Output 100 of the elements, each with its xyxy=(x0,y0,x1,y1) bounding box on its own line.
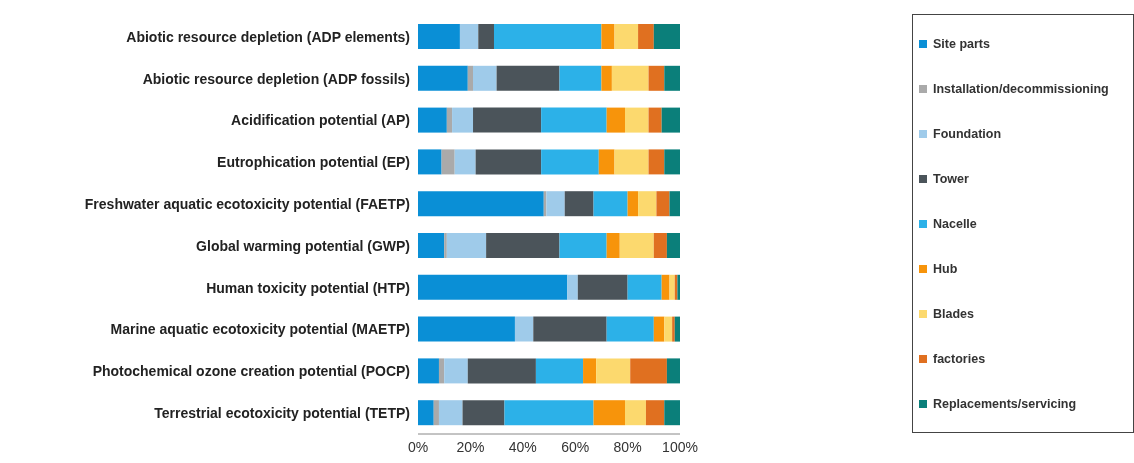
bar xyxy=(444,233,447,258)
bar xyxy=(459,24,479,49)
y-tick-label: Abiotic resource depletion (ADP fossils) xyxy=(142,70,410,87)
bar xyxy=(596,358,631,384)
bar xyxy=(624,107,649,133)
bar xyxy=(669,274,675,300)
bar xyxy=(473,107,542,133)
bar xyxy=(645,400,665,426)
x-tick-label: 20% xyxy=(456,438,485,455)
bar xyxy=(666,233,680,258)
bar xyxy=(559,65,602,91)
bar xyxy=(493,24,602,49)
bar xyxy=(446,233,487,258)
y-tick-label: Acidification potential (AP) xyxy=(231,112,410,129)
y-tick-label: Global warming potential (GWP) xyxy=(196,237,410,254)
bar xyxy=(614,24,639,49)
bar xyxy=(661,107,680,133)
bar xyxy=(664,400,680,426)
bar xyxy=(630,358,667,384)
legend-label: Blades xyxy=(933,306,974,321)
bar xyxy=(593,400,625,426)
bar xyxy=(669,191,680,217)
bar xyxy=(598,149,615,175)
bar xyxy=(475,149,542,175)
bar xyxy=(624,400,646,426)
bar xyxy=(653,24,680,49)
bar xyxy=(418,358,439,384)
bar xyxy=(606,107,625,133)
bar xyxy=(664,65,680,91)
bar xyxy=(577,274,628,300)
bar xyxy=(452,107,474,133)
bar xyxy=(653,316,665,342)
bar xyxy=(567,274,578,300)
bar xyxy=(664,316,673,342)
bar xyxy=(664,149,680,175)
bar xyxy=(418,274,568,300)
bar xyxy=(504,400,594,426)
x-tick-label: 40% xyxy=(508,438,537,455)
bar xyxy=(627,191,639,217)
bar xyxy=(606,316,654,342)
y-tick-label: Terrestrial ecotoxicity potential (TETP) xyxy=(154,405,410,422)
x-tick-label: 60% xyxy=(561,438,590,455)
bar xyxy=(418,149,442,175)
legend-label: Tower xyxy=(933,171,969,186)
y-tick-label: Photochemical ozone creation potential (POCP) xyxy=(92,363,410,380)
bar xyxy=(418,24,460,49)
bar xyxy=(648,149,665,175)
bar xyxy=(627,274,662,300)
bar xyxy=(653,233,667,258)
bar xyxy=(467,358,536,384)
bar xyxy=(614,149,649,175)
bar xyxy=(661,274,670,300)
bar xyxy=(611,65,649,91)
x-tick-label: 0% xyxy=(407,438,429,455)
bar xyxy=(473,65,497,91)
y-tick-label: Human toxicity potential (HTP) xyxy=(206,279,410,296)
bar xyxy=(648,65,665,91)
bar xyxy=(418,191,544,217)
bar xyxy=(638,24,654,49)
y-tick-label: Abiotic resource depletion (ADP elements) xyxy=(126,28,410,45)
bar xyxy=(467,65,474,91)
bar xyxy=(535,358,584,384)
bar xyxy=(601,65,612,91)
legend-label: Replacements/servicing xyxy=(933,396,1077,411)
y-tick-label: Marine aquatic ecotoxicity potential (MAETP) xyxy=(110,321,410,338)
legend-label: Foundation xyxy=(933,126,1002,141)
bar xyxy=(606,233,620,258)
bar xyxy=(672,316,675,342)
bar xyxy=(564,191,594,217)
bar xyxy=(418,107,447,133)
y-tick-label: Freshwater aquatic ecotoxicity potential (FAETP) xyxy=(84,196,410,213)
bar xyxy=(656,191,670,217)
x-tick-label: 100% xyxy=(662,438,698,455)
bar xyxy=(418,233,445,258)
bar xyxy=(486,233,560,258)
bar xyxy=(454,149,476,175)
bar xyxy=(514,316,534,342)
bar xyxy=(441,149,455,175)
bar xyxy=(541,149,599,175)
bar xyxy=(438,358,445,384)
y-tick-label: Eutrophication potential (EP) xyxy=(217,154,410,171)
legend-label: Nacelle xyxy=(933,216,977,231)
bar xyxy=(418,400,434,426)
bar xyxy=(438,400,463,426)
bar xyxy=(533,316,607,342)
bar xyxy=(418,316,515,342)
bar xyxy=(583,358,597,384)
bar xyxy=(619,233,654,258)
bar xyxy=(674,316,680,342)
legend-label: factories xyxy=(933,351,986,366)
bar xyxy=(433,400,439,426)
bar xyxy=(462,400,505,426)
bar xyxy=(418,65,468,91)
bar xyxy=(541,107,607,133)
legend-label: Hub xyxy=(933,261,958,276)
bar xyxy=(638,191,657,217)
bar xyxy=(559,233,607,258)
bar xyxy=(593,191,628,217)
bar xyxy=(601,24,615,49)
bar xyxy=(666,358,680,384)
